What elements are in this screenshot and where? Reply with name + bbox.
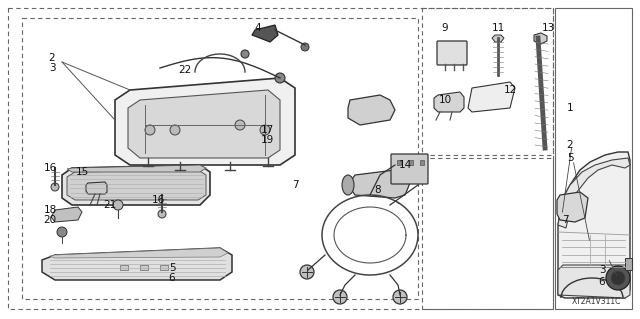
Bar bbox=[422, 158, 553, 309]
Text: 5: 5 bbox=[169, 263, 175, 273]
FancyBboxPatch shape bbox=[437, 41, 467, 65]
Circle shape bbox=[235, 120, 245, 130]
Polygon shape bbox=[86, 182, 107, 194]
Text: 20: 20 bbox=[44, 215, 56, 225]
Bar bbox=[160, 265, 168, 270]
Text: 19: 19 bbox=[260, 135, 274, 145]
Text: 6: 6 bbox=[169, 273, 175, 283]
Bar bbox=[140, 265, 148, 270]
Circle shape bbox=[300, 265, 314, 279]
Text: 3: 3 bbox=[598, 265, 605, 275]
Text: 12: 12 bbox=[504, 85, 516, 95]
Text: 4: 4 bbox=[255, 23, 261, 33]
Text: 15: 15 bbox=[76, 167, 88, 177]
Circle shape bbox=[260, 125, 270, 135]
Text: 17: 17 bbox=[260, 125, 274, 135]
Circle shape bbox=[158, 210, 166, 218]
Circle shape bbox=[393, 290, 407, 304]
Text: 7: 7 bbox=[292, 180, 298, 190]
Polygon shape bbox=[625, 258, 632, 270]
Text: 7: 7 bbox=[562, 215, 568, 225]
Text: 22: 22 bbox=[179, 65, 191, 75]
Polygon shape bbox=[492, 35, 504, 42]
Text: 2: 2 bbox=[566, 140, 573, 150]
Circle shape bbox=[145, 125, 155, 135]
Bar bbox=[422, 8, 553, 155]
Text: 18: 18 bbox=[44, 205, 56, 215]
Polygon shape bbox=[62, 165, 210, 205]
Polygon shape bbox=[468, 82, 515, 112]
Bar bbox=[8, 8, 553, 309]
Polygon shape bbox=[50, 248, 228, 258]
Text: XT2A1V311C: XT2A1V311C bbox=[572, 298, 621, 307]
Polygon shape bbox=[42, 248, 232, 280]
Text: 21: 21 bbox=[104, 200, 116, 210]
Circle shape bbox=[170, 125, 180, 135]
Bar bbox=[120, 265, 128, 270]
Text: 3: 3 bbox=[49, 63, 55, 73]
Polygon shape bbox=[252, 25, 278, 42]
Bar bbox=[22, 18, 418, 299]
Circle shape bbox=[333, 290, 347, 304]
Text: 14: 14 bbox=[398, 160, 412, 170]
Polygon shape bbox=[558, 158, 630, 228]
Polygon shape bbox=[558, 152, 630, 298]
Text: 16: 16 bbox=[152, 195, 164, 205]
Text: 13: 13 bbox=[541, 23, 555, 33]
Text: 1: 1 bbox=[566, 103, 573, 113]
Circle shape bbox=[241, 50, 249, 58]
Polygon shape bbox=[67, 170, 206, 200]
Text: 11: 11 bbox=[492, 23, 504, 33]
Polygon shape bbox=[434, 92, 464, 112]
Polygon shape bbox=[128, 90, 280, 158]
Text: 6: 6 bbox=[598, 277, 605, 287]
Bar bbox=[408, 160, 413, 165]
Circle shape bbox=[57, 227, 67, 237]
Bar bbox=[397, 160, 401, 165]
Polygon shape bbox=[348, 170, 410, 198]
Text: 10: 10 bbox=[438, 95, 452, 105]
Circle shape bbox=[301, 43, 309, 51]
Bar bbox=[420, 160, 424, 165]
Polygon shape bbox=[67, 165, 206, 172]
Circle shape bbox=[611, 271, 625, 285]
Text: 9: 9 bbox=[442, 23, 448, 33]
Circle shape bbox=[51, 183, 59, 191]
Circle shape bbox=[113, 200, 123, 210]
Text: 5: 5 bbox=[566, 153, 573, 163]
Bar bbox=[555, 8, 632, 309]
Polygon shape bbox=[557, 192, 588, 222]
Polygon shape bbox=[534, 33, 547, 44]
Text: 8: 8 bbox=[374, 185, 381, 195]
Ellipse shape bbox=[342, 175, 354, 195]
Circle shape bbox=[275, 73, 285, 83]
Polygon shape bbox=[558, 265, 630, 298]
Polygon shape bbox=[51, 207, 82, 222]
Polygon shape bbox=[115, 78, 295, 165]
Text: 16: 16 bbox=[44, 163, 56, 173]
FancyBboxPatch shape bbox=[391, 154, 428, 184]
Text: 2: 2 bbox=[49, 53, 55, 63]
Polygon shape bbox=[348, 95, 395, 125]
Circle shape bbox=[606, 266, 630, 290]
